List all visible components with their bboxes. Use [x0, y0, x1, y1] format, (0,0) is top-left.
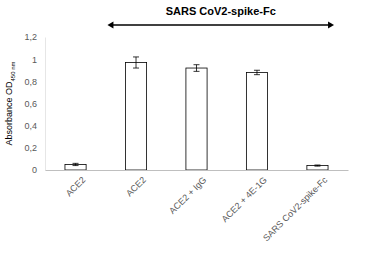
x-tick-label: ACE2 + IgG	[167, 175, 208, 216]
bar	[246, 72, 267, 170]
x-tick-label: SARS CoV2-spike-Fc	[261, 174, 330, 243]
arrow-head	[107, 22, 113, 29]
y-tick-label: 0,8	[24, 77, 37, 87]
x-tick: ACE2	[124, 170, 148, 199]
y-tick: 1,2	[24, 32, 45, 42]
x-tick: ACE2	[64, 170, 88, 199]
y-tick-label: 0,4	[24, 121, 37, 131]
error-cap	[133, 56, 139, 57]
bar	[307, 166, 328, 170]
x-axis-line	[46, 170, 349, 171]
error-cap	[73, 163, 79, 164]
x-tick-label: ACE2	[124, 175, 148, 199]
error-bar	[196, 65, 197, 72]
error-bar	[136, 57, 137, 68]
error-bar	[256, 70, 257, 74]
y-axis-title-main: Absorbance OD	[4, 81, 14, 146]
y-tick: 0,6	[24, 99, 45, 109]
title: SARS CoV2-spike-Fc	[166, 5, 276, 17]
y-axis-line	[45, 38, 46, 171]
y-tick: 0,8	[24, 77, 45, 87]
y-axis: 0 0,2 0,4 0,6 0,8 1 1,2	[24, 32, 45, 175]
y-tick-label: 1	[32, 55, 37, 65]
arrow-head	[328, 22, 334, 29]
y-tick-label: 0,2	[24, 143, 37, 153]
y-axis-title-subscript: 450 nm	[10, 61, 16, 81]
error-cap	[194, 71, 200, 72]
x-axis: ACE2 ACE2 ACE2 + IgG ACE2 + 4E-1GSARS CoV2-…	[46, 170, 349, 243]
y-tick-label: 0	[32, 165, 37, 175]
bars	[65, 57, 328, 170]
x-tick: ACE2 + 4E-1G	[220, 170, 269, 224]
y-tick-label: 1,2	[24, 32, 37, 42]
y-tick: 0,4	[24, 121, 45, 131]
error-cap	[254, 74, 260, 75]
bar	[186, 68, 207, 170]
y-tick: 0,2	[24, 143, 45, 153]
x-tick-label: ACE2 + 4E-1G	[220, 175, 269, 224]
y-tick-label: 0,6	[24, 99, 37, 109]
bar	[65, 164, 86, 170]
annotation-arrow	[111, 24, 330, 26]
x-tick-label: ACE2	[64, 175, 88, 199]
error-cap	[73, 165, 79, 166]
chart: 00,20,40,60,811,2ACE2ACE2ACE2 + IgGACE2 …	[0, 0, 368, 258]
x-tick: SARS CoV2-spike-Fc	[261, 170, 330, 243]
error-cap	[254, 70, 260, 71]
y-tick: 0	[32, 165, 45, 175]
x-tick: ACE2 + IgG	[167, 170, 208, 216]
error-cap	[133, 68, 139, 69]
error-cap	[314, 166, 320, 167]
error-cap	[194, 64, 200, 65]
y-tick: 1	[32, 55, 45, 65]
y-axis-title: Absorbance OD450 nm	[4, 61, 16, 145]
error-cap	[314, 165, 320, 166]
bar	[125, 62, 146, 170]
